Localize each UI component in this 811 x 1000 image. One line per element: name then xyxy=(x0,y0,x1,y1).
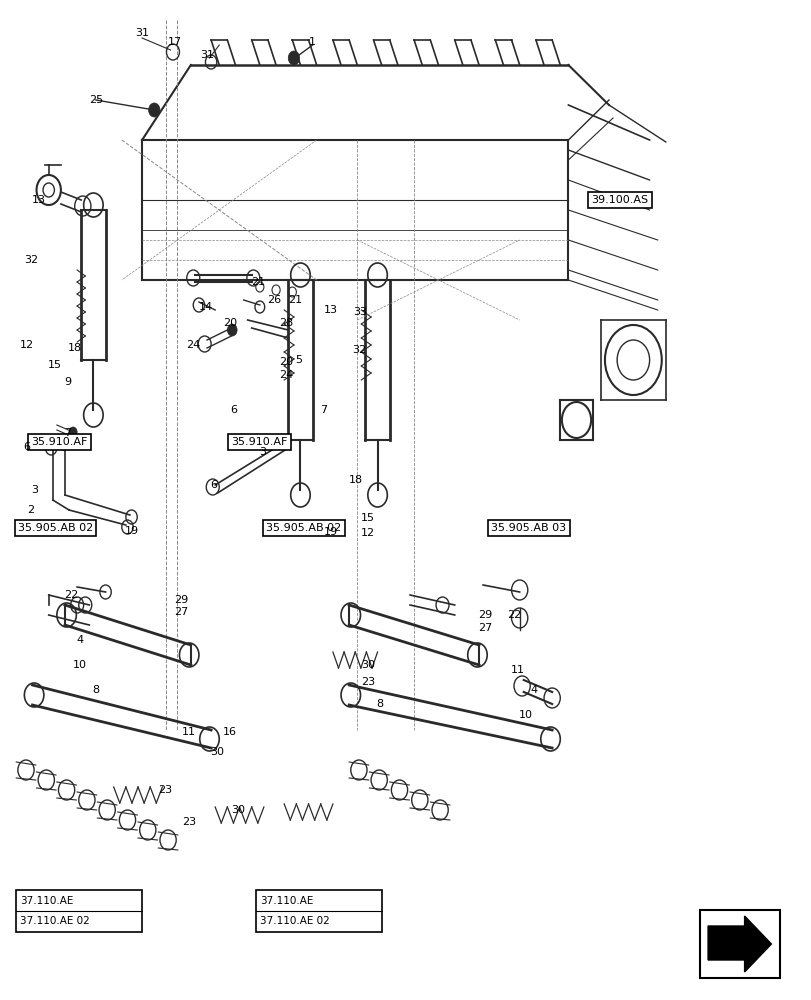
Text: 30: 30 xyxy=(230,805,245,815)
Text: 32: 32 xyxy=(24,255,38,265)
Text: 27: 27 xyxy=(478,623,492,633)
Circle shape xyxy=(148,103,160,117)
Text: 18: 18 xyxy=(348,475,363,485)
Text: 28: 28 xyxy=(279,318,294,328)
Text: 22: 22 xyxy=(506,610,521,620)
Text: 35.905.AB 02: 35.905.AB 02 xyxy=(266,523,341,533)
Text: 17: 17 xyxy=(167,37,182,47)
Text: 15: 15 xyxy=(360,513,375,523)
Text: 23: 23 xyxy=(182,817,196,827)
Circle shape xyxy=(288,51,299,65)
Circle shape xyxy=(69,427,77,437)
Text: 24: 24 xyxy=(279,370,294,380)
Text: 35.905.AB 03: 35.905.AB 03 xyxy=(491,523,566,533)
Text: 35.910.AF: 35.910.AF xyxy=(31,437,87,447)
Text: 8: 8 xyxy=(376,699,383,709)
Text: 35.910.AF: 35.910.AF xyxy=(231,437,287,447)
Text: 20: 20 xyxy=(222,318,237,328)
Text: 25: 25 xyxy=(88,95,103,105)
Text: 14: 14 xyxy=(198,302,212,312)
Text: 27: 27 xyxy=(174,607,188,617)
Text: 16: 16 xyxy=(222,727,237,737)
Text: 24: 24 xyxy=(186,340,200,350)
Text: 11: 11 xyxy=(510,665,525,675)
Text: 32: 32 xyxy=(352,345,367,355)
Text: 7: 7 xyxy=(320,405,326,415)
Text: 3: 3 xyxy=(32,485,38,495)
Text: 29: 29 xyxy=(478,610,492,620)
Text: 6: 6 xyxy=(210,480,217,490)
Text: 29: 29 xyxy=(174,595,188,605)
Text: 30: 30 xyxy=(210,747,225,757)
Text: 6: 6 xyxy=(24,442,30,452)
Text: 19: 19 xyxy=(124,526,139,536)
Circle shape xyxy=(227,324,237,336)
Text: 37.110.AE 02: 37.110.AE 02 xyxy=(20,916,90,926)
Text: 9: 9 xyxy=(64,377,71,387)
Text: 37.110.AE: 37.110.AE xyxy=(260,896,313,906)
FancyBboxPatch shape xyxy=(255,890,381,932)
Text: 21: 21 xyxy=(287,295,302,305)
Text: 26: 26 xyxy=(267,295,281,305)
Text: 13: 13 xyxy=(32,195,46,205)
Text: 33: 33 xyxy=(352,307,367,317)
Text: 5: 5 xyxy=(295,355,302,365)
Text: 22: 22 xyxy=(64,590,79,600)
Text: 37.110.AE: 37.110.AE xyxy=(20,896,74,906)
Text: 7: 7 xyxy=(64,428,71,438)
Text: 21: 21 xyxy=(251,277,265,287)
Text: 18: 18 xyxy=(67,343,82,353)
Text: 13: 13 xyxy=(324,305,338,315)
Text: 12: 12 xyxy=(360,528,375,538)
FancyBboxPatch shape xyxy=(699,910,779,978)
Text: 31: 31 xyxy=(135,28,149,38)
Text: 10: 10 xyxy=(72,660,87,670)
Text: 3: 3 xyxy=(259,447,265,457)
Text: 20: 20 xyxy=(279,357,294,367)
Text: 23: 23 xyxy=(360,677,375,687)
Polygon shape xyxy=(707,916,770,972)
Text: 2: 2 xyxy=(28,505,34,515)
FancyBboxPatch shape xyxy=(16,890,142,932)
Text: 10: 10 xyxy=(518,710,533,720)
Text: 15: 15 xyxy=(48,360,62,370)
Text: 35.905.AB 02: 35.905.AB 02 xyxy=(18,523,93,533)
Text: 37.110.AE 02: 37.110.AE 02 xyxy=(260,916,329,926)
Text: 12: 12 xyxy=(19,340,34,350)
Text: 6: 6 xyxy=(230,405,237,415)
Text: 4: 4 xyxy=(76,635,83,645)
Text: 4: 4 xyxy=(530,685,537,695)
Text: 19: 19 xyxy=(324,527,338,537)
Text: 39.100.AS: 39.100.AS xyxy=(590,195,647,205)
Text: 1: 1 xyxy=(309,37,315,47)
Text: 11: 11 xyxy=(182,727,196,737)
Text: 23: 23 xyxy=(157,785,172,795)
Text: 30: 30 xyxy=(360,660,375,670)
Text: 8: 8 xyxy=(92,685,99,695)
Text: 31: 31 xyxy=(200,50,214,60)
